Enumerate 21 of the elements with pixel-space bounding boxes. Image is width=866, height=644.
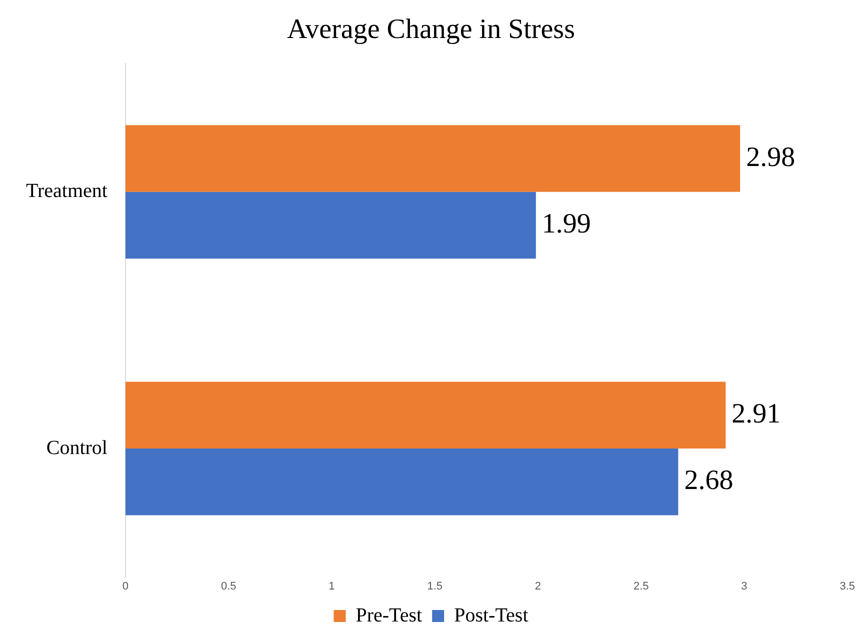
- x-tick-label: 2: [534, 580, 542, 592]
- x-tick-label: 0: [122, 580, 129, 592]
- bar: [125, 448, 678, 516]
- legend-label: Pre-Test: [356, 604, 423, 626]
- data-label: 2.98: [746, 142, 796, 173]
- x-tick-label: 3: [741, 580, 748, 592]
- x-tick-label: 1.5: [427, 580, 442, 592]
- data-label: 2.68: [684, 465, 734, 496]
- data-label: 2.91: [732, 398, 781, 430]
- legend-label: Post-Test: [454, 604, 529, 626]
- x-tick-label: 0.5: [220, 580, 236, 592]
- bar: [125, 125, 740, 192]
- y-tick-label: Treatment: [26, 180, 108, 202]
- bar: [125, 192, 536, 259]
- bar: [125, 382, 726, 448]
- chart-title: Average Change in Stress: [287, 14, 575, 46]
- y-tick-label: Control: [46, 436, 108, 459]
- x-tick-label: 3.5: [840, 580, 856, 592]
- x-tick-label: 2.5: [633, 580, 649, 592]
- x-tick-label: 1: [328, 580, 335, 592]
- data-label: 1.99: [542, 208, 591, 240]
